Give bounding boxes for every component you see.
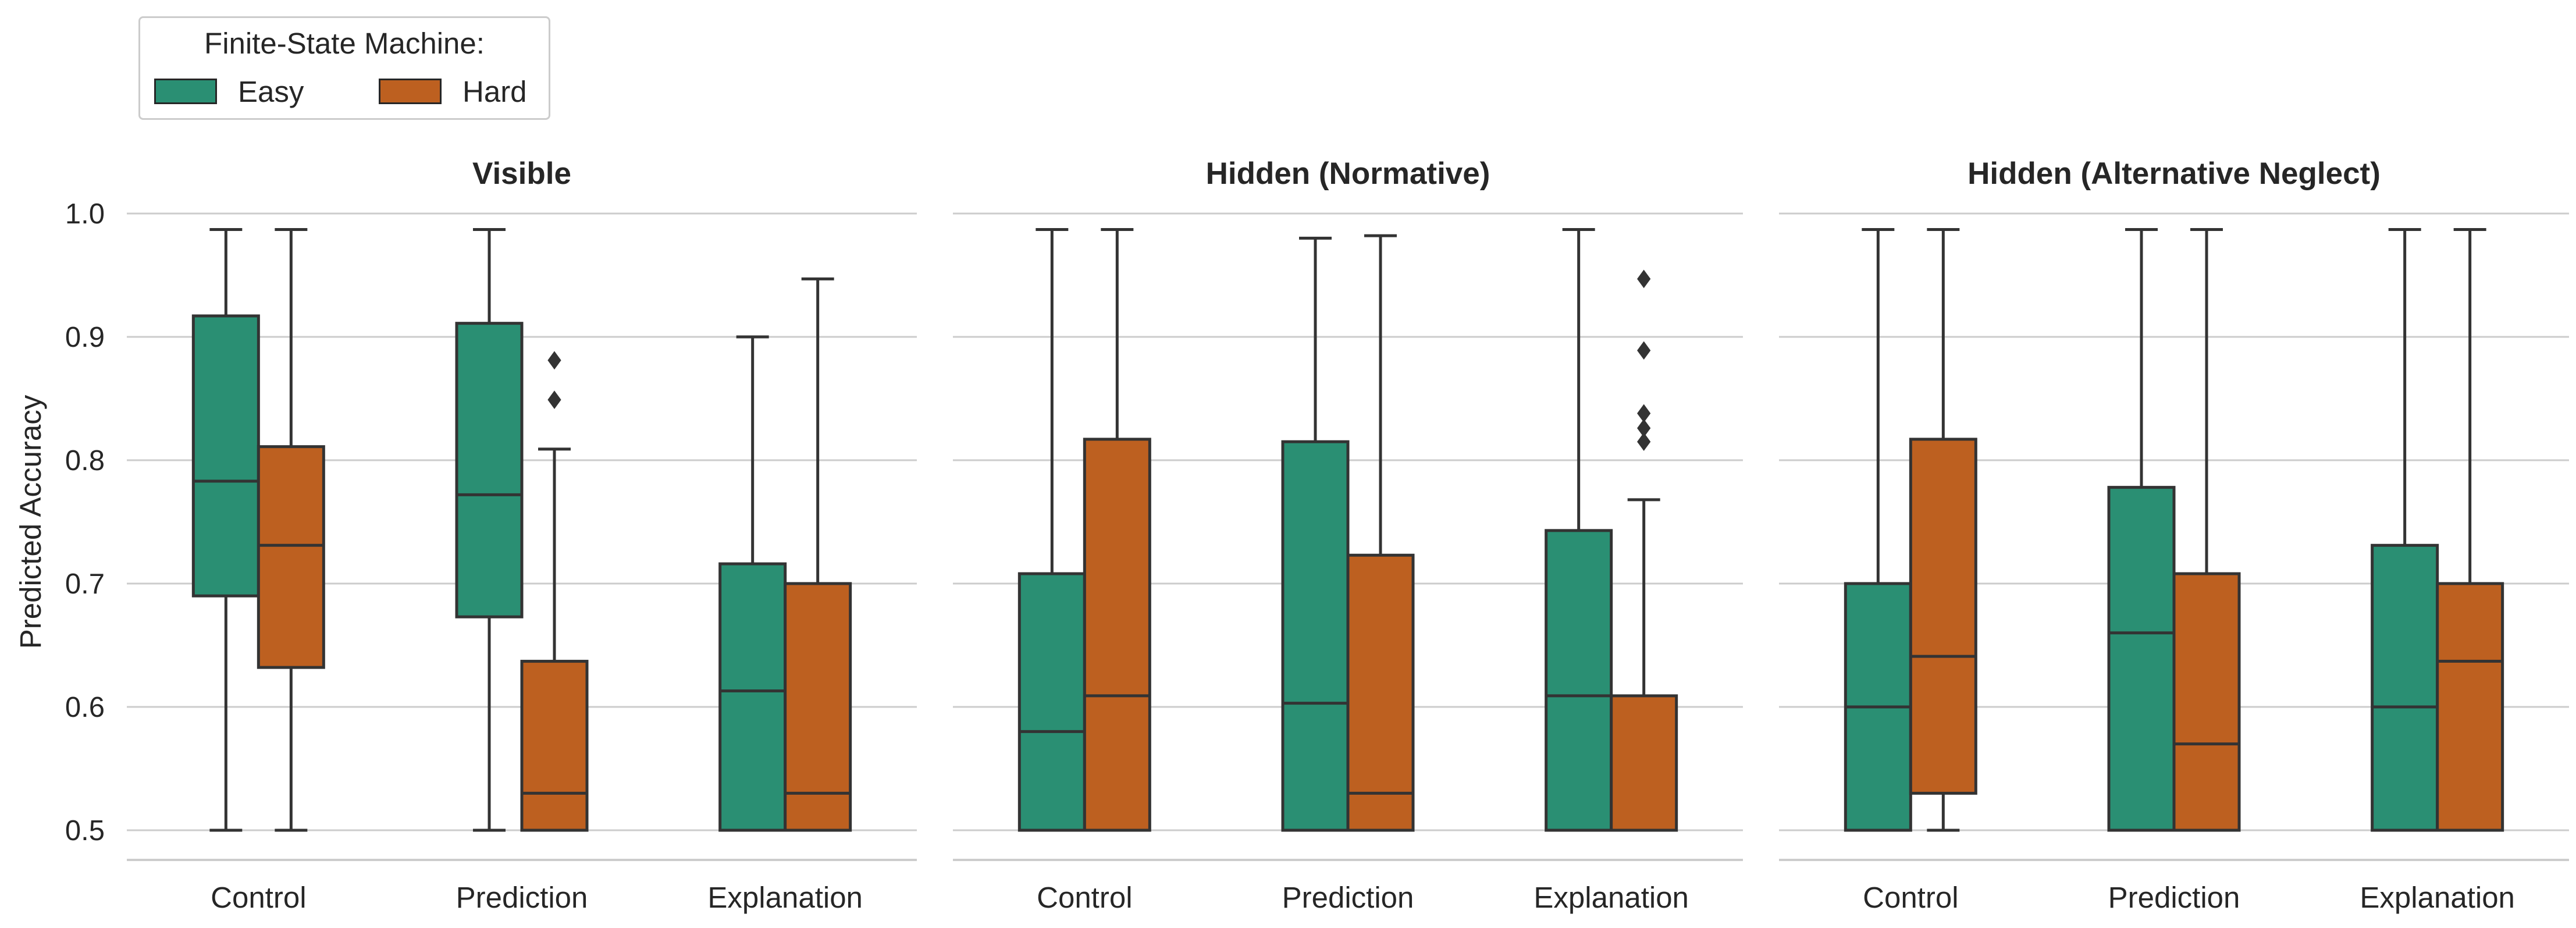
panel-2-explanation-hard-flier-4 bbox=[1637, 341, 1651, 360]
y-tick-label-0-8: 0.8 bbox=[65, 445, 105, 477]
panel-2-x-tick-label-control: Control bbox=[1037, 881, 1132, 914]
panel-3-control-hard-box bbox=[1909, 438, 1977, 795]
legend-swatch-easy bbox=[154, 79, 217, 104]
legend-item-easy: Easy bbox=[154, 74, 304, 109]
panel-2-prediction-hard-box bbox=[1346, 553, 1415, 832]
panel-2-explanation-hard-flier-3 bbox=[1637, 404, 1651, 423]
legend: Finite-State Machine: Easy Hard bbox=[138, 16, 550, 120]
legend-item-hard: Hard bbox=[379, 74, 527, 109]
panel-1-x-tick-label-explanation: Explanation bbox=[707, 881, 863, 914]
y-tick-label-1-0: 1.0 bbox=[65, 198, 105, 230]
panel-1-prediction-hard-flier-2 bbox=[547, 351, 561, 370]
panel-1-prediction-hard-flier-1 bbox=[547, 390, 561, 409]
panel-2-explanation-hard-flier-2 bbox=[1637, 419, 1651, 438]
panel-3-explanation-hard-box bbox=[2436, 582, 2504, 832]
panel-2-explanation-hard-flier-1 bbox=[1637, 432, 1651, 451]
panel-1-title: Visible bbox=[472, 157, 571, 191]
panel-3-prediction-easy-box bbox=[2107, 486, 2176, 832]
panel-1-prediction-easy-box bbox=[455, 322, 524, 618]
panel-3-x-tick-label-explanation: Explanation bbox=[2360, 881, 2515, 914]
y-axis-label: Predicted Accuracy bbox=[14, 394, 47, 649]
panel-2-explanation-hard-box bbox=[1610, 694, 1678, 832]
panel-1-explanation-hard-box bbox=[784, 582, 852, 832]
panel-2-control-easy-box bbox=[1017, 572, 1086, 832]
panel-2-x-tick-label-explanation: Explanation bbox=[1533, 881, 1689, 914]
panel-3-prediction-hard-box bbox=[2172, 572, 2241, 832]
legend-label-easy: Easy bbox=[238, 74, 304, 108]
panel-3-x-tick-label-control: Control bbox=[1863, 881, 1958, 914]
panel-1-x-tick-label-prediction: Prediction bbox=[456, 881, 588, 914]
panel-1-x-tick-label-control: Control bbox=[211, 881, 306, 914]
panel-2-control-hard-box bbox=[1083, 438, 1151, 832]
panel-1-control-hard-box bbox=[257, 445, 325, 669]
y-tick-label-0-7: 0.7 bbox=[65, 568, 105, 600]
panel-2-prediction-easy-box bbox=[1281, 440, 1350, 832]
y-tick-label-0-6: 0.6 bbox=[65, 692, 105, 723]
legend-swatch-hard bbox=[379, 79, 442, 104]
panel-2-explanation-hard-flier-5 bbox=[1637, 269, 1651, 289]
panel-2-explanation-easy-box bbox=[1545, 529, 1613, 832]
panel-2-title: Hidden (Normative) bbox=[1206, 157, 1490, 191]
panel-3-title: Hidden (Alternative Neglect) bbox=[1967, 157, 2381, 191]
legend-label-hard: Hard bbox=[462, 74, 527, 108]
y-tick-label-0-5: 0.5 bbox=[65, 815, 105, 847]
panel-1-prediction-hard-box bbox=[520, 660, 589, 832]
panel-2-x-tick-label-prediction: Prediction bbox=[1282, 881, 1414, 914]
panel-3-explanation-easy-box bbox=[2371, 543, 2439, 832]
legend-title: Finite-State Machine: bbox=[204, 27, 485, 60]
panel-1-control-easy-box bbox=[191, 314, 260, 598]
y-tick-label-0-9: 0.9 bbox=[65, 322, 105, 353]
panel-1-explanation-easy-box bbox=[718, 562, 787, 832]
panel-3-x-tick-label-prediction: Prediction bbox=[2108, 881, 2240, 914]
